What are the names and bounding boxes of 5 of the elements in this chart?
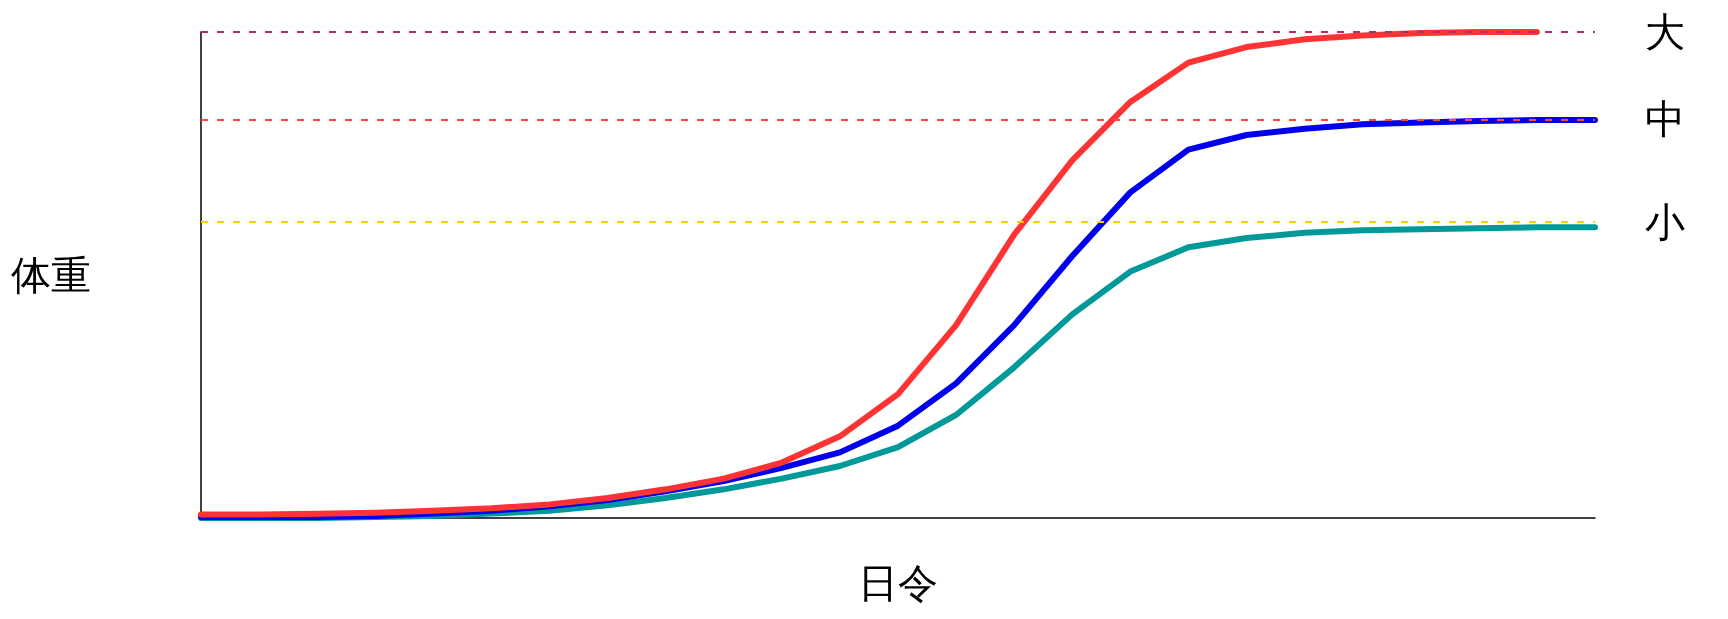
ref-line-label: 小 [1645,198,1685,245]
x-axis-title: 日令 [858,560,938,606]
ref-line-label: 大 [1645,9,1685,55]
ref-line-label: 中 [1645,96,1685,143]
y-axis-title: 体重 [11,252,91,298]
